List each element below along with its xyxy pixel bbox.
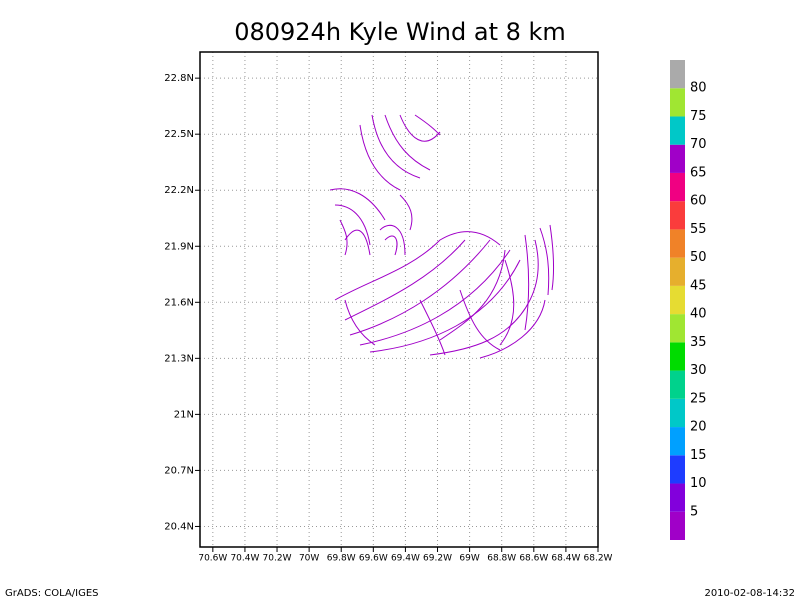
y-tick-label: 21.9N xyxy=(164,241,194,252)
streamline xyxy=(334,231,521,353)
colorbar-box xyxy=(670,88,685,117)
y-tick-label: 20.4N xyxy=(164,521,194,532)
colorbar-box xyxy=(670,116,685,145)
y-tick-label: 22.8N xyxy=(164,73,194,84)
colorbar-label: 10 xyxy=(690,476,707,491)
plot-frame xyxy=(199,51,599,548)
streamlines xyxy=(329,114,554,359)
x-tick-label: 68.6W xyxy=(519,554,548,564)
streamline xyxy=(429,239,546,359)
colorbar-box xyxy=(670,370,685,399)
streamline xyxy=(524,224,554,331)
x-tick-label: 70.4W xyxy=(230,554,259,564)
x-tick-label: 70W xyxy=(299,554,319,564)
colorbar-label: 70 xyxy=(690,137,707,152)
x-tick-label: 68.4W xyxy=(551,554,580,564)
colorbar-box xyxy=(670,172,685,202)
streamline xyxy=(359,114,441,191)
x-tick-label: 70.2W xyxy=(263,554,292,564)
colorbar-box xyxy=(670,314,685,343)
colorbar-box xyxy=(670,342,685,371)
y-tick-label: 21N xyxy=(174,409,194,420)
colorbar-label: 5 xyxy=(690,504,698,519)
colorbar-label: 60 xyxy=(690,194,707,209)
y-tick-label: 21.3N xyxy=(164,353,194,364)
colorbar-label: 45 xyxy=(690,278,707,293)
colorbar-label: 15 xyxy=(690,448,707,463)
x-tick-label: 68.2W xyxy=(584,554,613,564)
y-tick-label: 21.6N xyxy=(164,297,194,308)
chart-title: 080924h Kyle Wind at 8 km xyxy=(234,18,566,46)
footer-left: GrADS: COLA/IGES xyxy=(5,588,99,599)
colorbar-box xyxy=(670,511,685,540)
y-tick-label: 22.2N xyxy=(164,185,194,196)
colorbar-box xyxy=(670,201,685,230)
y-tick-label: 20.7N xyxy=(164,465,194,476)
colorbar-box xyxy=(670,455,685,484)
colorbar-box xyxy=(670,427,685,456)
colorbar-label: 40 xyxy=(690,307,707,322)
x-tick-label: 69.6W xyxy=(359,554,388,564)
plot-area: 70.6W 70.4W 70.2W 70W 69.8W 69.6W 69.4W 69.2W 69… xyxy=(164,51,613,564)
colorbar-box xyxy=(670,144,685,173)
colorbar-box xyxy=(670,483,685,512)
colorbar-label: 30 xyxy=(690,363,707,378)
colorbar-label: 25 xyxy=(690,391,707,406)
y-tick-label: 22.5N xyxy=(164,129,194,140)
colorbar-label: 20 xyxy=(690,420,707,435)
colorbar-label: 65 xyxy=(690,165,707,180)
x-tick-label: 70.6W xyxy=(198,554,227,564)
x-tick-label: 68.8W xyxy=(487,554,516,564)
colorbar-box xyxy=(670,60,685,89)
x-tick-label: 69.2W xyxy=(423,554,452,564)
colorbar-label: 35 xyxy=(690,335,707,350)
colorbar-label: 50 xyxy=(690,250,707,265)
x-tick-label: 69W xyxy=(459,554,479,564)
x-tick-label: 69.4W xyxy=(391,554,420,564)
colorbar-box xyxy=(670,257,685,286)
streamline xyxy=(344,229,398,256)
colorbar-label: 55 xyxy=(690,222,707,237)
x-tick-label: 69.8W xyxy=(327,554,356,564)
streamline xyxy=(344,289,501,356)
colorbar-box xyxy=(670,285,685,315)
footer-right: 2010-02-08-14:32 xyxy=(704,588,795,599)
colorbar-label: 80 xyxy=(690,81,707,96)
colorbar-label: 75 xyxy=(690,109,707,124)
streamline xyxy=(329,188,413,256)
colorbar-box xyxy=(670,398,685,428)
colorbar-box xyxy=(670,229,685,258)
